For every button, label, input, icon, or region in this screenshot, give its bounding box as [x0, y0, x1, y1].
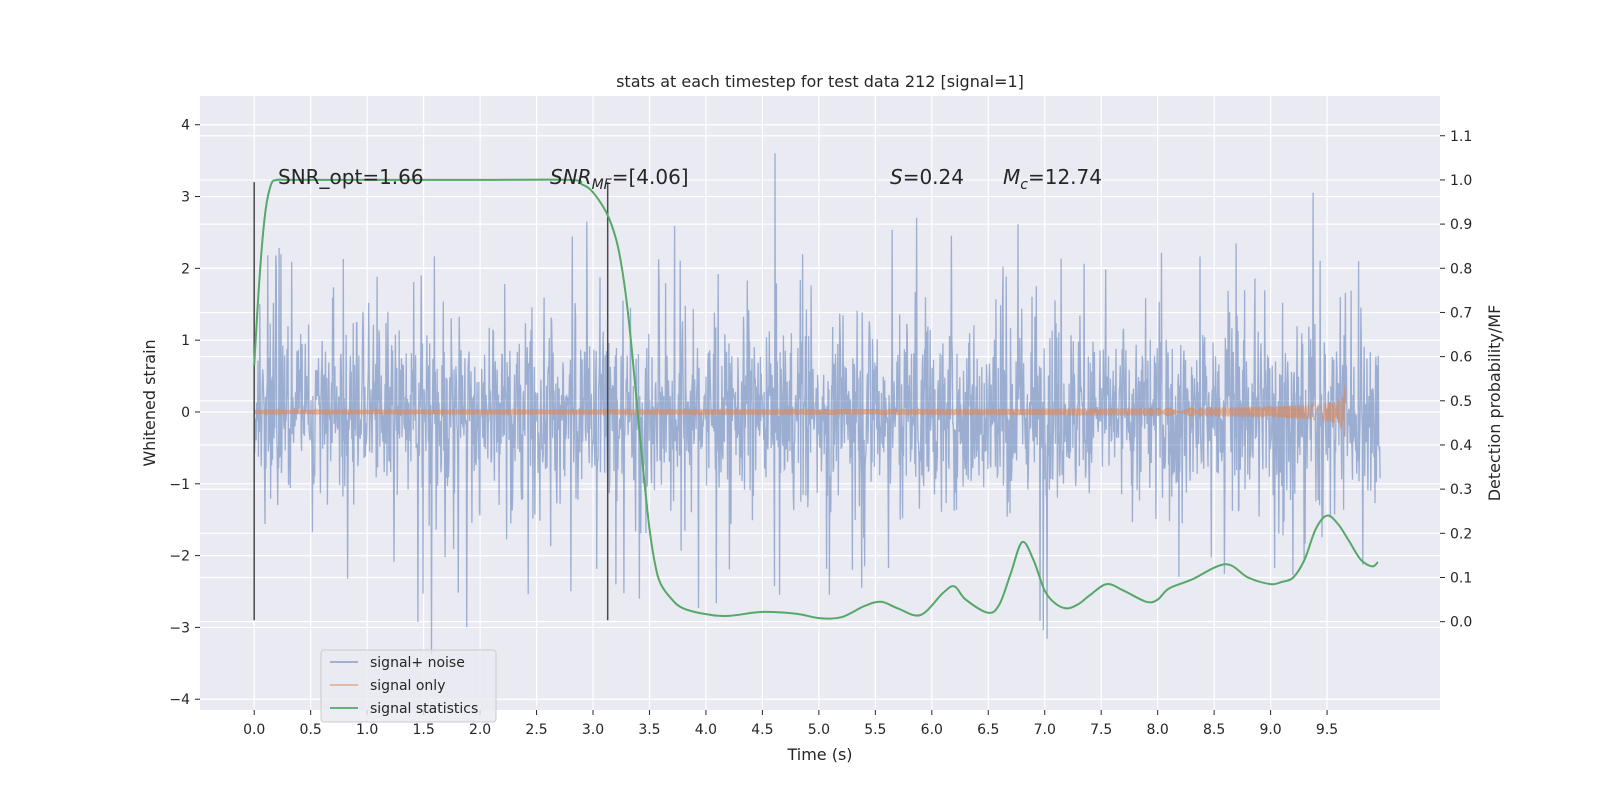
x-tick-label: 7.5	[1090, 722, 1112, 738]
x-tick-label: 1.5	[412, 722, 434, 738]
y-tick-label: 1	[181, 333, 190, 349]
x-tick-label: 4.5	[751, 722, 773, 738]
y2-tick-label: 0.2	[1450, 526, 1472, 542]
legend-label-signal-statistics: signal statistics	[370, 701, 478, 717]
chart-title: stats at each timestep for test data 212…	[616, 72, 1024, 91]
y-tick-label: 4	[181, 118, 190, 134]
x-tick-label: 9.0	[1259, 722, 1281, 738]
y-tick-label: 0	[181, 405, 190, 421]
x-tick-label: 0.5	[300, 722, 322, 738]
y2-tick-label: 0.7	[1450, 305, 1472, 321]
annotation-s: S=0.24	[890, 165, 964, 189]
annotation-s-value: =0.24	[903, 165, 964, 189]
annotation-snr-mf-sub: MF	[592, 177, 613, 193]
x-axis-ticks: 0.0 0.5 1.0 1.5 2.0 2.5 3.0 3.5 4.0 4.5 5.0 5.5 6.0 6…	[243, 710, 1338, 738]
legend-label-signal-only: signal only	[370, 678, 445, 694]
x-tick-label: 5.5	[864, 722, 886, 738]
y2-tick-label: 0.5	[1450, 394, 1472, 410]
y-tick-label: −2	[169, 549, 190, 565]
y-axis-label: Whitened strain	[140, 339, 159, 466]
annotation-s-base: S	[890, 165, 903, 189]
y2-tick-label: 0.4	[1450, 438, 1472, 454]
series-signal-noise	[253, 153, 1381, 655]
y-tick-label: −3	[169, 620, 190, 636]
y-tick-label: 2	[181, 261, 190, 277]
annotation-snr-opt: SNR_opt=1.66	[278, 165, 424, 189]
y2-tick-label: 0.1	[1450, 570, 1472, 586]
x-tick-label: 3.0	[582, 722, 604, 738]
legend-label-signal-noise: signal+ noise	[370, 655, 465, 671]
y2-tick-label: 0.8	[1450, 261, 1472, 277]
y2-axis-label: Detection probability/MF	[1485, 305, 1504, 502]
x-tick-label: 6.0	[921, 722, 943, 738]
x-tick-label: 7.0	[1034, 722, 1056, 738]
x-tick-label: 9.5	[1316, 722, 1338, 738]
x-tick-label: 4.0	[695, 722, 717, 738]
x-tick-label: 2.0	[469, 722, 491, 738]
x-tick-label: 0.0	[243, 722, 265, 738]
y-tick-label: −1	[169, 477, 190, 493]
legend: signal+ noise signal only signal statist…	[320, 649, 497, 723]
annotation-mc: Mc=12.74	[1003, 165, 1102, 193]
x-tick-label: 8.0	[1147, 722, 1169, 738]
y2-tick-label: 0.6	[1450, 350, 1472, 366]
annotation-snr-mf-base: SNR	[550, 165, 592, 189]
y-tick-label: 3	[181, 190, 190, 206]
y-tick-label: −4	[169, 692, 190, 708]
annotation-snr-mf-value: =[4.06]	[612, 165, 689, 189]
series-layer	[253, 153, 1381, 655]
series-signal-statistics	[253, 178, 1379, 620]
x-tick-label: 1.0	[356, 722, 378, 738]
y2-tick-label: 0.3	[1450, 482, 1472, 498]
annotation-snr-mf: SNRMF=[4.06]	[550, 165, 689, 193]
x-tick-label: 3.5	[638, 722, 660, 738]
annotation-mc-sub: c	[1020, 177, 1028, 193]
y2-tick-label: 0.0	[1450, 615, 1472, 631]
x-axis-label: Time (s)	[786, 745, 852, 764]
y2-tick-label: 1.0	[1450, 173, 1472, 189]
annotation-mc-base: M	[1003, 165, 1020, 189]
y2-tick-label: 1.1	[1450, 129, 1472, 145]
legend-box	[320, 649, 497, 723]
x-tick-label: 5.0	[808, 722, 830, 738]
y-axis-ticks: 4 3 2 1 0 −1 −2 −3 −4	[169, 118, 200, 708]
x-tick-label: 6.5	[977, 722, 999, 738]
y2-axis-ticks: 1.1 1.0 0.9 0.8 0.7 0.6 0.5 0.4 0.3 0.2 0.1 0.0	[1440, 129, 1472, 631]
annotation-mc-value: =12.74	[1028, 165, 1102, 189]
x-tick-label: 8.5	[1203, 722, 1225, 738]
x-tick-label: 2.5	[525, 722, 547, 738]
y2-tick-label: 0.9	[1450, 217, 1472, 233]
series-signal-only	[253, 385, 1346, 437]
